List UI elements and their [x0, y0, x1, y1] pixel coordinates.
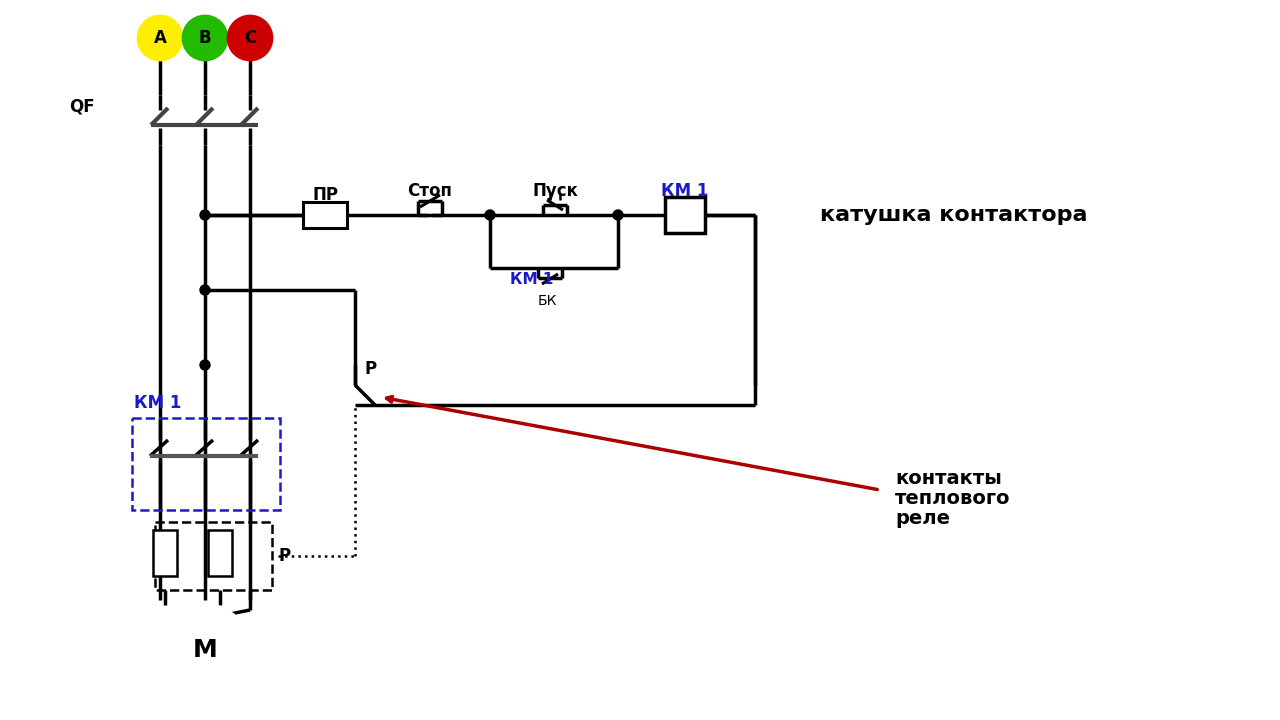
Bar: [155, 522, 273, 590]
Text: QF: QF: [69, 98, 95, 116]
Text: A: A: [154, 29, 166, 47]
Text: ПР: ПР: [312, 186, 338, 204]
Text: М: М: [192, 638, 218, 662]
Text: КМ 1: КМ 1: [662, 182, 709, 200]
Bar: [154, 530, 177, 576]
Text: Стоп: Стоп: [407, 182, 452, 200]
Text: катушка контактора: катушка контактора: [820, 205, 1088, 225]
Text: реле: реле: [895, 508, 950, 528]
Text: B: B: [198, 29, 211, 47]
Circle shape: [613, 210, 623, 220]
Text: Р: Р: [278, 547, 291, 565]
Text: Пуск: Пуск: [532, 182, 579, 200]
Text: КМ 1: КМ 1: [134, 394, 182, 412]
Bar: [303, 202, 347, 228]
Circle shape: [200, 210, 210, 220]
Text: C: C: [244, 29, 256, 47]
Circle shape: [138, 16, 182, 60]
Circle shape: [183, 16, 227, 60]
Text: теплового: теплового: [895, 488, 1010, 508]
Bar: [132, 418, 280, 510]
Circle shape: [160, 605, 250, 695]
Bar: [207, 530, 232, 576]
Circle shape: [228, 16, 273, 60]
Circle shape: [200, 285, 210, 295]
Text: КМ 1: КМ 1: [509, 272, 553, 287]
Text: контакты: контакты: [895, 469, 1002, 487]
Text: БК: БК: [538, 294, 557, 308]
Circle shape: [200, 360, 210, 370]
Circle shape: [485, 210, 495, 220]
Text: Р: Р: [365, 360, 378, 378]
Bar: [666, 197, 705, 233]
